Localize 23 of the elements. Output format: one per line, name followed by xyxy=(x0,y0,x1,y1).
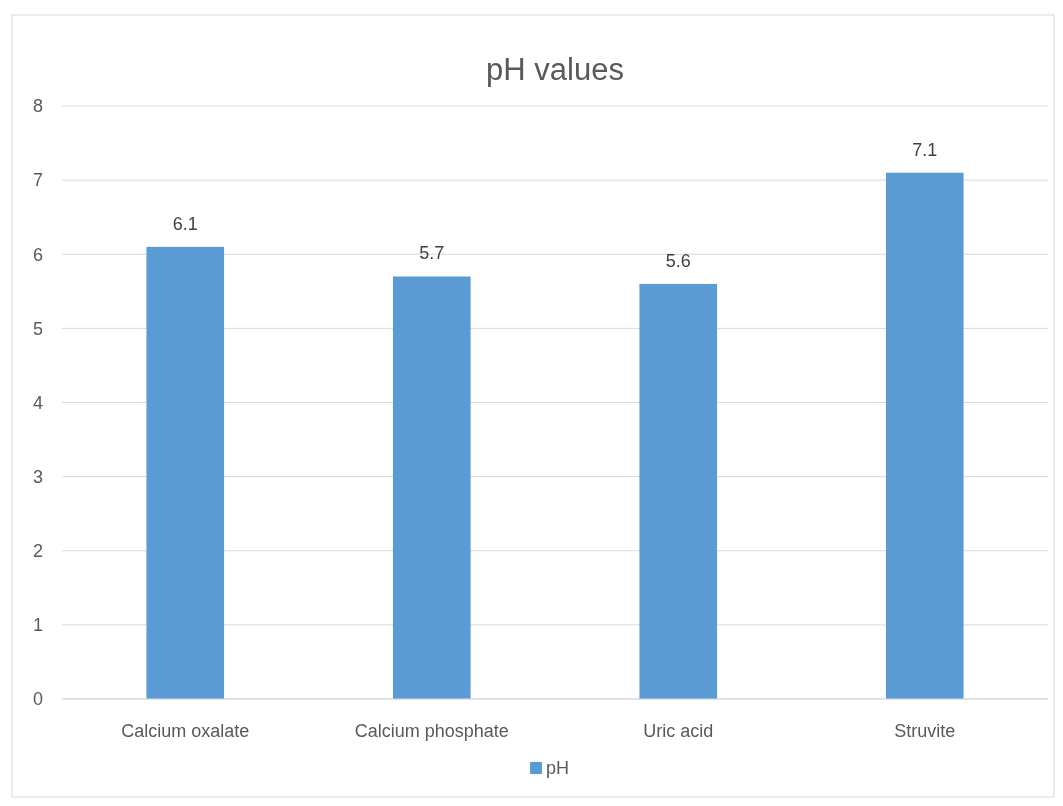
chart-title: pH values xyxy=(486,52,624,87)
x-tick-label: Uric acid xyxy=(643,721,714,741)
x-tick-label: Calcium phosphate xyxy=(354,721,509,741)
bar xyxy=(146,246,225,699)
y-tick-label: 6 xyxy=(32,244,44,265)
x-tick-label: Struvite xyxy=(894,721,956,741)
y-tick-label: 3 xyxy=(32,466,44,487)
y-tick-label: 1 xyxy=(32,615,44,636)
data-label: 5.7 xyxy=(419,243,445,264)
legend-label: pH xyxy=(546,758,570,778)
data-label: 5.6 xyxy=(665,250,691,271)
x-tick-label: Calcium oxalate xyxy=(121,721,250,741)
bar xyxy=(392,276,471,699)
y-tick-label: 4 xyxy=(32,392,44,413)
y-tick-label: 0 xyxy=(32,689,44,710)
bar xyxy=(885,172,964,699)
bar xyxy=(639,283,718,699)
data-label: 6.1 xyxy=(172,213,198,234)
y-tick-label: 8 xyxy=(32,96,44,117)
y-tick-label: 2 xyxy=(32,541,44,562)
data-label: 7.1 xyxy=(912,139,938,160)
y-tick-label: 7 xyxy=(32,170,44,191)
y-tick-label: 5 xyxy=(32,318,44,339)
